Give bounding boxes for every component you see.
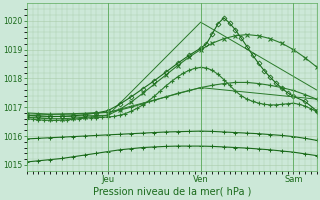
X-axis label: Pression niveau de la mer( hPa ): Pression niveau de la mer( hPa ): [92, 187, 251, 197]
